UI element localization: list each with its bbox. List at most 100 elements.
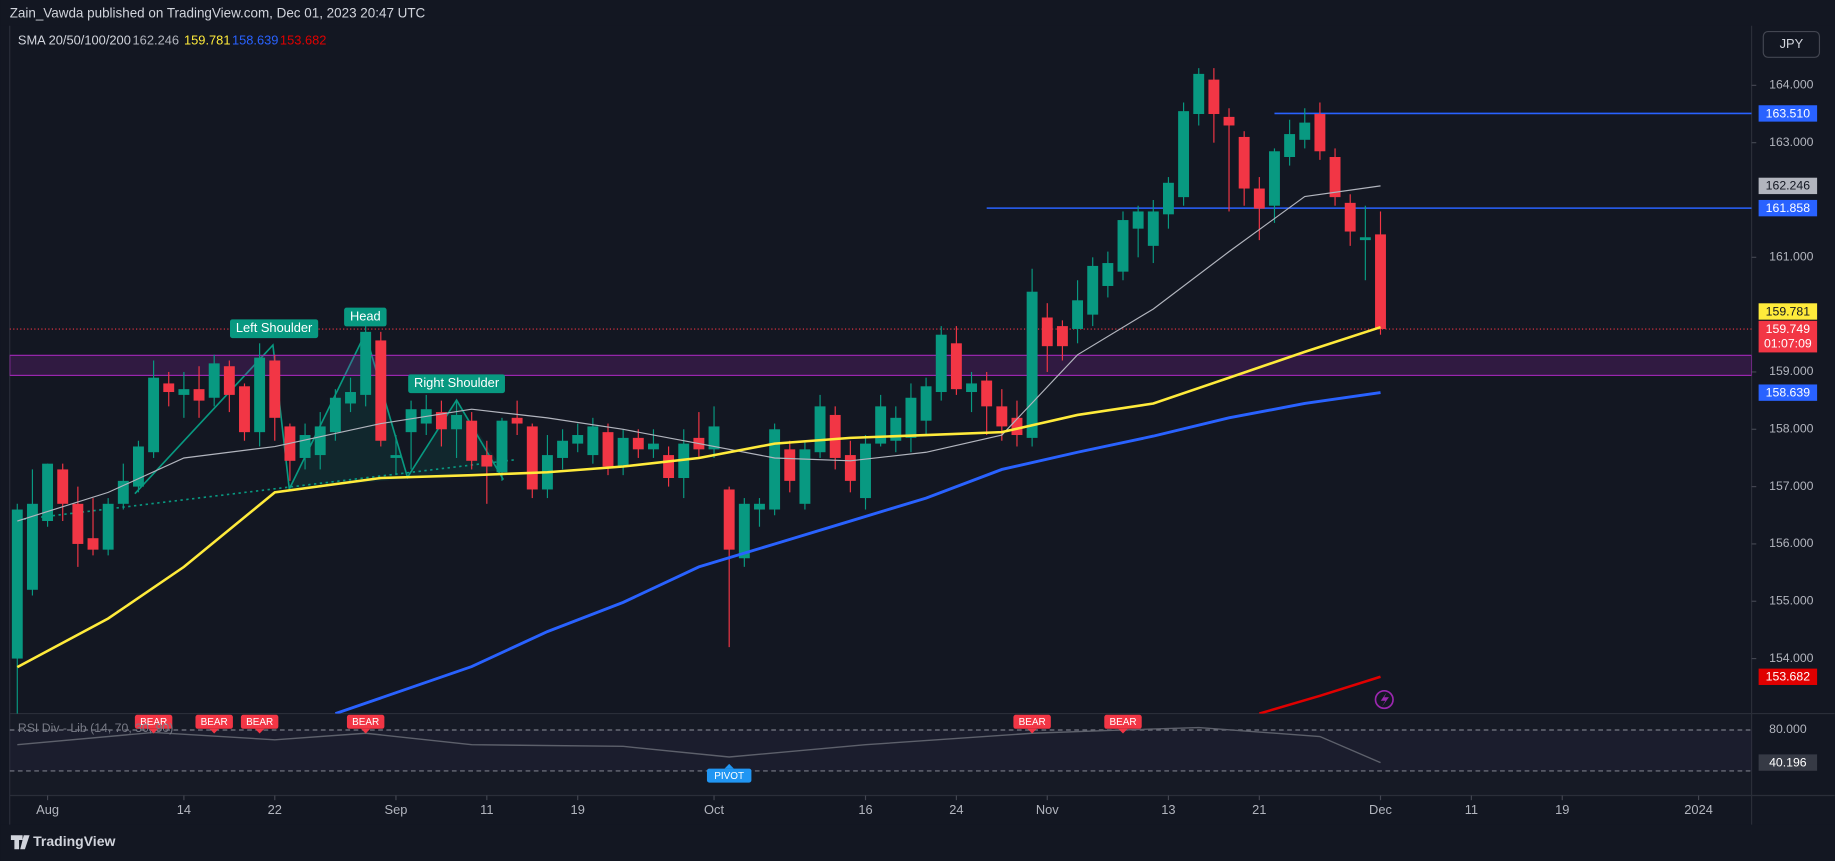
candle-body — [1344, 202, 1356, 232]
annotation: Left Shoulder — [236, 320, 313, 335]
y-tick-label: 157.000 — [1769, 479, 1814, 493]
candle-body — [26, 503, 38, 590]
candle-body — [723, 489, 735, 550]
zone — [9, 354, 1752, 376]
candle-body — [1147, 211, 1159, 246]
x-tick-label: Oct — [704, 802, 724, 817]
rsi-value-label: 40.196 — [1769, 755, 1807, 769]
sma-line — [334, 391, 1381, 714]
candle-body — [87, 538, 99, 550]
price-label-box — [1758, 199, 1818, 217]
candle-body — [587, 426, 599, 456]
signal-pointer — [1027, 728, 1037, 734]
candle-body — [42, 463, 54, 521]
signal-label: BEAR — [201, 717, 228, 728]
signal-pointer — [724, 763, 734, 769]
signal-label: BEAR — [140, 717, 167, 728]
alert-bolt[interactable] — [1380, 692, 1389, 707]
signal-label: BEAR — [352, 717, 379, 728]
candle-body — [647, 443, 659, 450]
candle-body — [375, 340, 387, 441]
candle-body — [1208, 79, 1220, 115]
candle-body — [769, 429, 781, 510]
candle-body — [1011, 417, 1023, 436]
candle-body — [875, 406, 887, 444]
candle-body — [496, 420, 508, 473]
rsi-value-box — [1758, 754, 1818, 771]
annotation-box — [229, 319, 319, 339]
candle-body — [1253, 188, 1265, 209]
legend-value: 153.682 — [280, 32, 326, 47]
neckline — [11, 458, 516, 522]
signal-label: PIVOT — [714, 771, 744, 782]
y-tick-label: 155.000 — [1769, 593, 1814, 607]
price-label: 162.246 — [1766, 179, 1811, 193]
candle-body — [1178, 111, 1190, 198]
candle-body — [1329, 157, 1341, 198]
candle-body — [1359, 237, 1371, 241]
annotation-box — [408, 374, 505, 394]
y-tick-label: 163.000 — [1769, 135, 1814, 149]
annotation: Head — [350, 308, 381, 323]
candle-body — [829, 414, 841, 458]
candle-body — [784, 449, 796, 481]
currency-button[interactable]: JPY — [1762, 31, 1821, 58]
candle-body — [754, 503, 765, 510]
x-tick-label: Aug — [36, 802, 59, 817]
pattern-fill — [289, 333, 504, 489]
candle-body — [1193, 73, 1205, 115]
alert-circle[interactable] — [1374, 689, 1394, 710]
countdown: 01:07:09 — [1764, 336, 1812, 350]
x-tick-label: 19 — [1555, 802, 1569, 817]
x-tick-label: 11 — [480, 802, 493, 817]
y-tick-label: 156.000 — [1769, 536, 1814, 550]
candle-body — [254, 357, 266, 433]
candle-body — [844, 455, 856, 481]
signal-box — [346, 714, 385, 729]
candle-body — [996, 406, 1008, 427]
candle-body — [1238, 136, 1250, 189]
price-label-box — [1758, 303, 1818, 320]
legend-value: 162.246 — [133, 32, 179, 47]
candle-body — [602, 432, 614, 467]
candle-body — [799, 449, 811, 504]
candle-body — [1314, 114, 1326, 152]
candle-body — [526, 426, 538, 490]
price-label-box — [1758, 177, 1818, 195]
rsi-pane — [9, 713, 1752, 796]
candle-body — [1087, 265, 1099, 315]
signal-box — [706, 768, 752, 783]
alert-icon[interactable] — [1374, 689, 1394, 710]
rsi-title: RSI Div - Lib (14, 70, 30, 90) — [18, 721, 173, 735]
candle-body — [663, 455, 675, 479]
candle-body — [360, 331, 372, 395]
y-tick-label: 158.000 — [1769, 422, 1814, 436]
candle-body — [269, 360, 281, 418]
signal-pointer — [1118, 728, 1128, 734]
candle-body — [451, 414, 462, 430]
price-label: 163.510 — [1766, 106, 1811, 120]
footer-brand: TradingView — [33, 833, 115, 849]
candle-body — [905, 397, 917, 438]
candle-body — [1072, 300, 1084, 329]
signal-box — [195, 714, 233, 729]
candle-body — [738, 503, 750, 559]
candle-body — [117, 480, 129, 504]
candle-body — [223, 366, 235, 395]
signal-label: BEAR — [246, 717, 273, 728]
publisher: Zain_Vawda published on TradingView.com,… — [10, 6, 426, 21]
overlay: 164.000 163.000 161.000 159.000 158.000 157.0… — [36, 32, 1818, 817]
candle-body — [208, 363, 220, 398]
currency-button-frame[interactable] — [1762, 31, 1821, 58]
candle-body — [1041, 317, 1053, 347]
x-tick-label: 21 — [1252, 802, 1266, 817]
currency-label[interactable]: JPY — [1780, 36, 1804, 51]
candle-body — [572, 435, 584, 444]
rsi-line — [17, 726, 1381, 764]
plot-area — [9, 68, 1752, 714]
candle-body — [1269, 151, 1280, 206]
price-label-box — [1758, 105, 1818, 122]
candle-body — [617, 437, 629, 467]
y-tick-label: 154.000 — [1769, 651, 1814, 665]
